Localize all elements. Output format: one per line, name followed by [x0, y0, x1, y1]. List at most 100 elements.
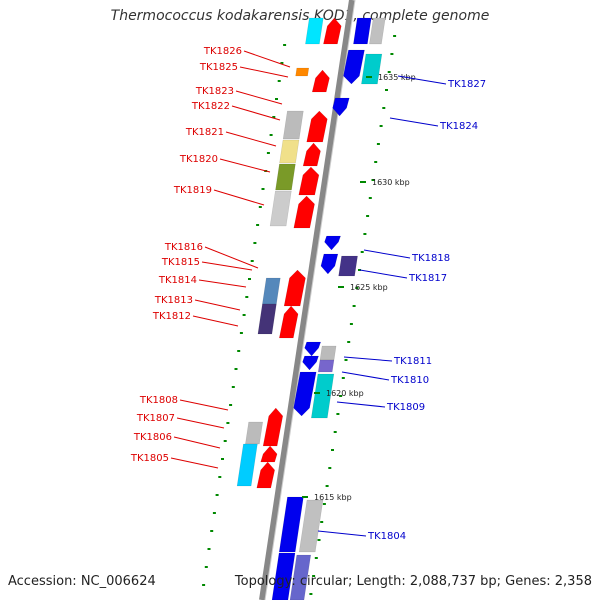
reverse-gene-leader: [359, 269, 408, 279]
scale-dot: [376, 143, 380, 145]
forward-gene-label: TK1812: [152, 311, 191, 322]
scale-tick-mark: [302, 496, 308, 498]
scale-dot: [218, 476, 222, 478]
forward-gene-box: [298, 166, 320, 196]
forward-gene-box: [279, 139, 300, 164]
scale-dot: [258, 206, 262, 208]
scale-dot: [390, 53, 394, 55]
scale-dot: [363, 233, 367, 235]
forward-gene-box: [278, 305, 299, 339]
scale-dot: [226, 422, 230, 424]
forward-gene-leader: [179, 399, 229, 411]
scale-dot: [237, 350, 241, 352]
forward-gene-leader: [239, 66, 289, 78]
scale-dot: [261, 188, 265, 190]
scale-dot: [366, 215, 370, 217]
forward-gene-label: TK1821: [185, 127, 224, 138]
scale-tick-label: 1625 kbp: [350, 283, 388, 292]
scale-dot: [210, 530, 214, 532]
forward-gene-box: [311, 69, 330, 93]
reverse-gene-box: [324, 235, 341, 251]
scale-dot: [385, 89, 388, 91]
scale-dot: [202, 584, 206, 586]
forward-gene-leader: [243, 50, 291, 68]
forward-gene-label: TK1826: [203, 46, 242, 57]
scale-dot: [234, 368, 238, 370]
reverse-gene-leader: [317, 530, 367, 537]
forward-gene-label: TK1815: [161, 257, 200, 268]
scale-tick-mark: [360, 181, 366, 183]
scale-dot: [317, 539, 321, 541]
scale-dot: [349, 323, 353, 325]
scale-dot: [333, 431, 337, 433]
forward-gene-label: TK1813: [154, 295, 193, 306]
reverse-gene-box: [271, 552, 296, 600]
forward-gene-label: TK1807: [136, 413, 175, 424]
scale-dot: [312, 575, 316, 577]
scale-dot: [314, 557, 318, 559]
reverse-gene-box: [278, 496, 304, 553]
forward-gene-leader: [170, 457, 219, 469]
forward-gene-label: TK1823: [195, 86, 234, 97]
scale-dot: [272, 116, 276, 118]
scale-dot: [223, 440, 227, 442]
scale-dot: [352, 305, 356, 307]
forward-gene-label: TK1816: [164, 242, 203, 253]
scale-dot: [336, 413, 340, 415]
reverse-gene-box: [320, 253, 339, 275]
scale-tick-label: 1635 kbp: [378, 73, 416, 82]
scale-dot: [382, 107, 386, 109]
forward-gene-box: [275, 163, 296, 191]
scale-dot: [250, 260, 254, 262]
forward-gene-label: TK1820: [179, 154, 218, 165]
scale-dot: [322, 503, 326, 505]
scale-dot: [248, 278, 251, 280]
forward-gene-box: [306, 110, 328, 143]
forward-gene-box: [282, 110, 304, 140]
reverse-gene-box: [298, 499, 324, 553]
forward-gene-label: TK1808: [139, 395, 178, 406]
forward-gene-label: TK1819: [173, 185, 212, 196]
forward-gene-leader: [231, 105, 281, 121]
scale-dot: [266, 152, 270, 154]
reverse-gene-box: [353, 17, 372, 45]
forward-gene-leader: [235, 90, 283, 105]
accession-text: Accession: NC_006624: [8, 574, 156, 589]
map-title: Thermococcus kodakarensis KOD1, complete…: [110, 8, 490, 24]
forward-gene-box: [323, 17, 342, 45]
scale-dot: [328, 467, 332, 469]
forward-gene-box: [260, 445, 278, 463]
reverse-gene-label: TK1824: [439, 121, 478, 132]
scale-dot: [341, 377, 345, 379]
scale-dot: [245, 296, 249, 298]
scale-dot: [275, 98, 278, 100]
reverse-gene-label: TK1811: [393, 356, 432, 367]
scale-dot: [387, 71, 391, 73]
reverse-gene-leader: [363, 249, 411, 259]
reverse-gene-leader: [397, 75, 447, 85]
forward-gene-leader: [192, 315, 239, 327]
scale-dot: [339, 395, 343, 397]
reverse-gene-box: [302, 355, 319, 371]
scale-tick-label: 1630 kbp: [372, 178, 410, 187]
reverse-gene-label: TK1817: [408, 273, 447, 284]
scale-dot: [368, 197, 372, 199]
forward-gene-box: [305, 17, 324, 45]
forward-gene-label: TK1814: [158, 275, 197, 286]
forward-gene-box: [283, 269, 306, 307]
reverse-gene-box: [311, 373, 335, 419]
scale-dot: [309, 593, 313, 595]
scale-dot: [231, 386, 235, 388]
scale-dot: [379, 125, 383, 127]
scale-dot: [355, 287, 359, 289]
scale-tick-label: 1620 kbp: [326, 389, 364, 398]
reverse-gene-box: [369, 17, 386, 45]
forward-gene-box: [256, 461, 275, 489]
scale-dot: [331, 449, 334, 451]
scale-dot: [239, 332, 243, 334]
scale-dot: [221, 458, 224, 460]
scale-dot: [212, 512, 216, 514]
scale-dot: [344, 359, 348, 361]
